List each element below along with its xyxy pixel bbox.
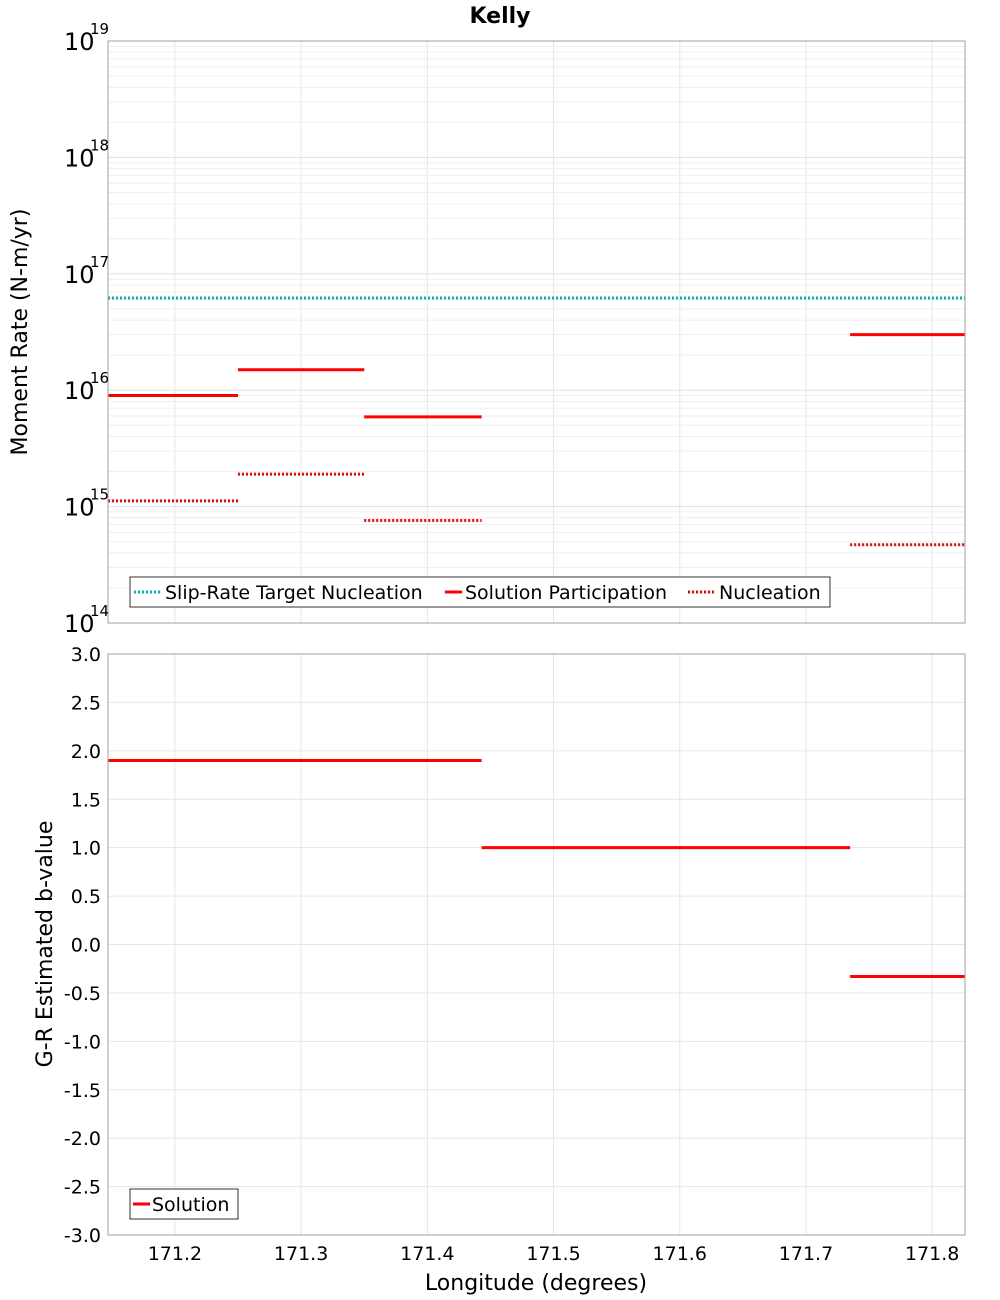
y-tick-label: 3.0	[71, 644, 101, 666]
bottom-y-tick-labels: 3.0 2.5 2.0 1.5 1.0 0.5 0.0 -0.5 -1.0 -1.5 -2.0 -2.…	[64, 644, 101, 1247]
chart-title: Kelly	[469, 4, 530, 29]
y-tick-label: 10	[64, 494, 95, 522]
bottom-panel: 3.0 2.5 2.0 1.5 1.0 0.5 0.0 -0.5 -1.0 -1.5 -2.0 -2.…	[33, 644, 966, 1296]
x-tick-label: 171.2	[148, 1243, 202, 1265]
y-tick-label: 10	[64, 377, 95, 405]
y-tick-label: 2.5	[71, 692, 101, 714]
top-series	[108, 296, 965, 547]
y-tick-label: -3.0	[64, 1225, 101, 1247]
top-plot-area	[108, 41, 965, 623]
y-tick-label: -0.5	[64, 983, 101, 1005]
y-tick-exponent: 19	[90, 20, 109, 38]
y-tick-label: -1.5	[64, 1080, 101, 1102]
y-tick-label: 1.0	[71, 838, 101, 860]
y-tick-label: 10	[64, 261, 95, 289]
y-tick-label: 0.0	[71, 935, 101, 957]
bottom-x-tick-labels: 171.2 171.3 171.4 171.5 171.6 171.7 171.8	[148, 1243, 960, 1265]
x-tick-label: 171.4	[400, 1243, 454, 1265]
bottom-series	[108, 759, 965, 978]
y-tick-label: -1.0	[64, 1031, 101, 1053]
bottom-legend: Solution	[129, 1188, 239, 1220]
y-tick-label: 1.5	[71, 789, 101, 811]
x-tick-label: 171.5	[526, 1243, 580, 1265]
bottom-plot-frame	[107, 653, 966, 1236]
y-tick-label: 10	[64, 144, 95, 172]
y-tick-label: 2.0	[71, 741, 101, 763]
x-tick-label: 171.6	[653, 1243, 707, 1265]
top-legend: Slip-Rate Target Nucleation Solution Par…	[129, 576, 831, 608]
y-tick-exponent: 17	[90, 253, 109, 271]
top-y-axis-label: Moment Rate (N-m/yr)	[8, 209, 33, 456]
y-tick-label: -2.5	[64, 1177, 101, 1199]
legend-label-solution-participation: Solution Participation	[465, 582, 667, 604]
y-tick-exponent: 16	[90, 369, 109, 387]
y-tick-exponent: 18	[90, 136, 109, 154]
y-tick-exponent: 15	[90, 486, 109, 504]
y-tick-label: 10	[64, 28, 95, 56]
y-tick-label: -2.0	[64, 1128, 101, 1150]
top-grid	[108, 41, 965, 624]
bottom-y-axis-label: G-R Estimated b-value	[33, 821, 58, 1068]
x-axis-label: Longitude (degrees)	[425, 1271, 647, 1296]
x-tick-label: 171.8	[905, 1243, 959, 1265]
legend-label-solution: Solution	[152, 1194, 229, 1216]
y-tick-label: 10	[64, 610, 95, 638]
legend-label-slip-rate-target: Slip-Rate Target Nucleation	[165, 582, 423, 604]
y-tick-label: 0.5	[71, 886, 101, 908]
x-tick-label: 171.7	[779, 1243, 833, 1265]
x-tick-label: 171.3	[274, 1243, 328, 1265]
legend-label-nucleation: Nucleation	[719, 582, 821, 604]
y-tick-exponent: 14	[90, 602, 109, 620]
top-plot-frame	[107, 40, 966, 624]
